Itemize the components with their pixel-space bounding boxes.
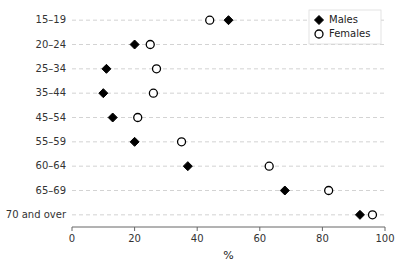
dot — [130, 40, 139, 49]
legend-label: Males — [329, 14, 358, 25]
x-tick-label: 60 — [253, 233, 266, 244]
x-tick-label: 40 — [191, 233, 204, 244]
grid-line — [72, 214, 385, 215]
x-tick — [322, 227, 323, 231]
dot — [355, 210, 364, 219]
x-tick-label: 80 — [316, 233, 329, 244]
x-tick — [385, 227, 386, 231]
grid-line — [72, 117, 385, 118]
chart-container: 15–19 20–24 25–34 35–44 45–54 55–59 60–64 65–69… — [0, 0, 397, 265]
grid-line — [72, 141, 385, 142]
dot — [108, 113, 117, 122]
x-tick — [134, 227, 135, 231]
dot — [130, 137, 139, 146]
dot — [149, 89, 157, 97]
y-tick-label: 65–69 — [36, 185, 66, 196]
y-tick-label: 55–59 — [36, 136, 66, 147]
dot — [183, 162, 192, 171]
dot — [102, 64, 111, 73]
x-tick — [72, 227, 73, 231]
y-tick-label: 70 and over — [6, 209, 67, 220]
dot — [153, 65, 161, 73]
y-tick-label: 60–64 — [36, 160, 66, 171]
y-tick-label: 20–24 — [36, 39, 66, 50]
y-tick-label: 15–19 — [36, 14, 66, 25]
x-tick — [259, 227, 260, 231]
legend-box — [309, 10, 381, 44]
x-axis-label: % — [223, 249, 233, 262]
dot — [134, 114, 142, 122]
y-tick-label: 25–34 — [36, 63, 66, 74]
dot — [325, 187, 333, 195]
chart: 15–19 20–24 25–34 35–44 45–54 55–59 60–64 65–69… — [0, 0, 397, 265]
grid-line — [72, 190, 385, 191]
dot — [146, 41, 154, 49]
grid-line — [72, 166, 385, 167]
dot — [178, 138, 186, 146]
y-tick-label: 35–44 — [36, 87, 66, 98]
plot-area — [99, 16, 377, 220]
legend: Males Females — [309, 10, 381, 44]
x-tick-label: 100 — [375, 233, 394, 244]
grid-line — [72, 68, 385, 69]
legend-marker — [315, 30, 323, 38]
x-axis-line — [72, 227, 385, 228]
dot — [99, 89, 108, 98]
dot — [280, 186, 289, 195]
legend-label: Females — [329, 28, 370, 39]
legend-marker — [315, 16, 324, 25]
dot — [224, 16, 233, 25]
y-tick-label: 45–54 — [36, 112, 66, 123]
x-tick — [197, 227, 198, 231]
x-tick-label: 20 — [128, 233, 141, 244]
dot — [368, 211, 376, 219]
x-tick-label: 0 — [69, 233, 75, 244]
dot — [265, 162, 273, 170]
dot — [206, 16, 214, 24]
grid-line — [72, 93, 385, 94]
